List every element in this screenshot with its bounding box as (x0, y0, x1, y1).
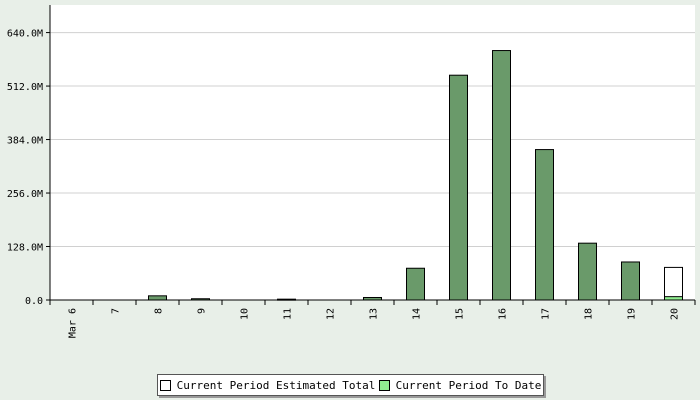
x-tick-label: 9 (197, 308, 208, 314)
x-tick-label: 19 (627, 308, 638, 320)
bar-estimated-total (664, 266, 683, 301)
legend-item-to-date: Current Period To Date (378, 378, 542, 392)
legend: Current Period Estimated Total Current P… (157, 374, 544, 396)
bar-to-date (492, 50, 511, 301)
bar-to-date (664, 296, 683, 301)
bar-to-date (535, 149, 554, 301)
legend-swatch-to-date (378, 379, 390, 391)
x-tick-label: 18 (584, 308, 595, 320)
x-tick-label: 16 (498, 308, 509, 320)
x-tick-label: 8 (154, 308, 165, 314)
legend-item-estimated: Current Period Estimated Total (159, 378, 376, 392)
legend-label-to-date: Current Period To Date (395, 378, 542, 392)
x-tick-label: 13 (369, 308, 380, 320)
bar-to-date (578, 242, 597, 301)
bars (148, 50, 683, 301)
y-tick-label: 256.0M (7, 189, 43, 200)
y-tick-label: 512.0M (7, 82, 43, 93)
y-tick-label: 640.0M (7, 29, 43, 40)
x-tick-label: 14 (412, 308, 423, 320)
x-tick-label: 7 (111, 308, 122, 314)
y-tick-label: 0.0 (25, 296, 43, 307)
x-tick-label: 20 (670, 308, 681, 320)
y-tick-labels: 0.0 128.0M 256.0M 384.0M 512.0M 640.0M (7, 29, 50, 307)
x-tick-label: 17 (541, 308, 552, 320)
bar-to-date (406, 267, 425, 301)
legend-label-estimated: Current Period Estimated Total (176, 378, 376, 392)
bar-to-date (148, 295, 167, 301)
bar-to-date (621, 261, 640, 301)
plot-area (50, 5, 695, 300)
bar-to-date (449, 74, 468, 301)
legend-swatch-estimated (159, 379, 171, 391)
x-tick-label: 12 (326, 308, 337, 320)
y-tick-label: 384.0M (7, 136, 43, 147)
x-tick-label: 10 (240, 308, 251, 320)
x-tick-label: 15 (455, 308, 466, 320)
y-tick-label: 128.0M (7, 243, 43, 254)
x-tick-label: Mar 6 (68, 308, 79, 338)
x-tick-label: 11 (283, 308, 294, 320)
x-tick-labels: Mar 6 7 8 9 10 11 12 13 14 15 16 17 18 19 20 (49, 300, 696, 338)
